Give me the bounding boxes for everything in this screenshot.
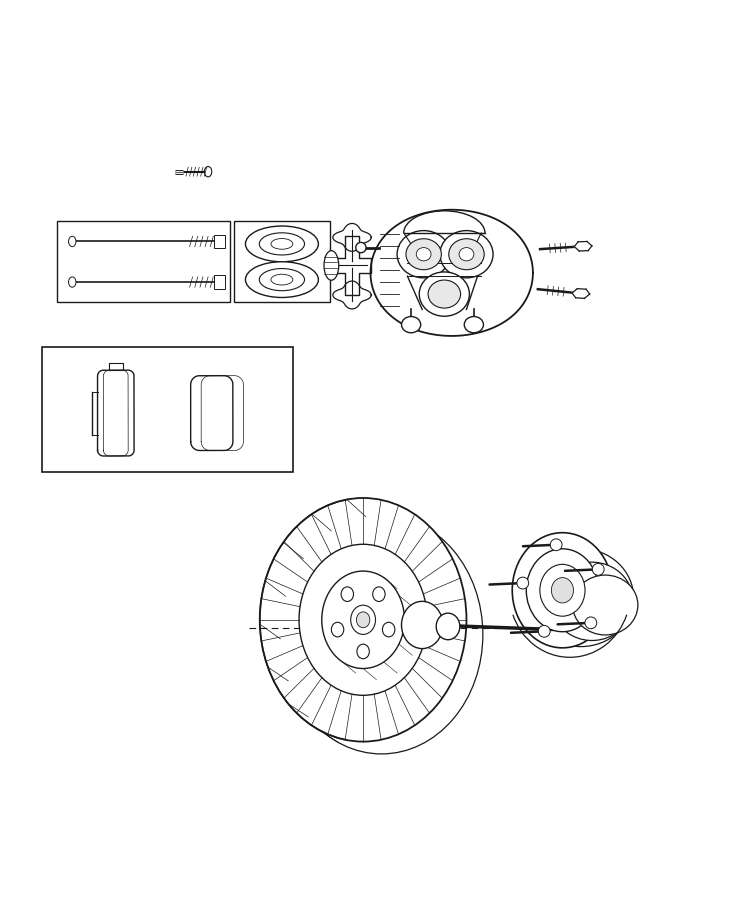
Polygon shape	[333, 236, 370, 295]
Ellipse shape	[259, 268, 305, 291]
Ellipse shape	[428, 280, 461, 308]
Ellipse shape	[245, 226, 319, 262]
Ellipse shape	[449, 238, 484, 270]
Ellipse shape	[373, 587, 385, 601]
Bar	[42, 346, 293, 472]
Bar	[214, 235, 225, 248]
Ellipse shape	[69, 237, 76, 247]
Polygon shape	[333, 223, 371, 251]
Ellipse shape	[419, 272, 469, 316]
Ellipse shape	[397, 230, 451, 278]
Ellipse shape	[592, 563, 604, 575]
Ellipse shape	[205, 166, 212, 177]
Ellipse shape	[382, 622, 395, 637]
Polygon shape	[333, 281, 371, 309]
Ellipse shape	[436, 613, 460, 640]
Ellipse shape	[459, 248, 473, 261]
Ellipse shape	[517, 577, 528, 589]
Ellipse shape	[271, 238, 293, 249]
Ellipse shape	[259, 233, 305, 255]
Ellipse shape	[551, 562, 633, 641]
Polygon shape	[574, 241, 592, 251]
Ellipse shape	[538, 626, 550, 637]
Polygon shape	[190, 375, 233, 451]
Ellipse shape	[356, 242, 366, 253]
Ellipse shape	[322, 572, 405, 669]
Ellipse shape	[406, 238, 442, 270]
Polygon shape	[98, 370, 134, 456]
Ellipse shape	[551, 539, 562, 551]
Bar	[214, 275, 225, 289]
Polygon shape	[109, 363, 123, 370]
Ellipse shape	[341, 587, 353, 601]
Ellipse shape	[540, 564, 585, 616]
Bar	[57, 221, 230, 302]
Ellipse shape	[585, 616, 597, 629]
Ellipse shape	[551, 578, 574, 603]
Ellipse shape	[331, 622, 344, 637]
Ellipse shape	[260, 498, 467, 742]
Ellipse shape	[402, 317, 421, 333]
Ellipse shape	[350, 605, 376, 634]
Ellipse shape	[416, 248, 431, 261]
Ellipse shape	[245, 262, 319, 298]
Ellipse shape	[324, 251, 339, 280]
Polygon shape	[572, 289, 590, 298]
Ellipse shape	[271, 274, 293, 285]
Bar	[234, 221, 330, 302]
Polygon shape	[370, 210, 533, 336]
Ellipse shape	[526, 549, 599, 632]
Ellipse shape	[280, 515, 483, 754]
Ellipse shape	[528, 549, 634, 646]
Ellipse shape	[512, 533, 613, 648]
Ellipse shape	[299, 544, 428, 696]
Ellipse shape	[440, 230, 493, 278]
Ellipse shape	[402, 601, 443, 649]
Ellipse shape	[573, 575, 638, 635]
Ellipse shape	[465, 317, 483, 333]
Ellipse shape	[356, 612, 370, 627]
Ellipse shape	[69, 277, 76, 287]
Ellipse shape	[357, 644, 369, 659]
